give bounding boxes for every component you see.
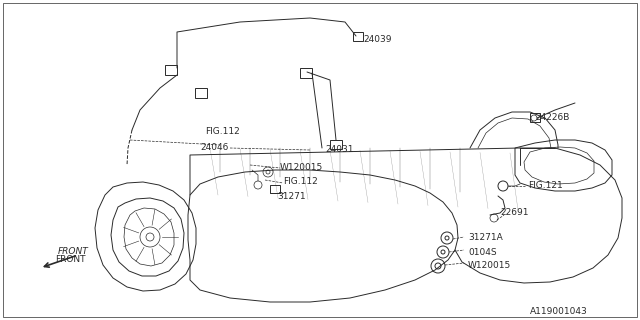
Text: 31271A: 31271A bbox=[468, 233, 503, 242]
Text: FRONT: FRONT bbox=[58, 247, 89, 257]
Text: FRONT: FRONT bbox=[55, 255, 86, 264]
Text: 24031: 24031 bbox=[325, 145, 353, 154]
Text: 22691: 22691 bbox=[500, 208, 529, 217]
Text: W120015: W120015 bbox=[468, 261, 511, 270]
Text: 31271: 31271 bbox=[277, 192, 306, 201]
Bar bbox=[195, 88, 207, 98]
Text: W120015: W120015 bbox=[280, 163, 323, 172]
Text: FIG.112: FIG.112 bbox=[283, 177, 317, 186]
Bar bbox=[530, 113, 540, 122]
Text: 0104S: 0104S bbox=[468, 248, 497, 257]
Text: FIG.121: FIG.121 bbox=[528, 181, 563, 190]
Text: A119001043: A119001043 bbox=[530, 307, 588, 316]
Bar bbox=[353, 32, 363, 41]
Bar bbox=[300, 68, 312, 78]
Text: 24046: 24046 bbox=[200, 143, 228, 152]
Text: 24226B: 24226B bbox=[535, 113, 570, 122]
Text: FIG.112: FIG.112 bbox=[205, 127, 240, 136]
Bar bbox=[165, 65, 177, 75]
Bar bbox=[270, 185, 280, 193]
Text: 24039: 24039 bbox=[363, 35, 392, 44]
Bar bbox=[330, 140, 342, 149]
